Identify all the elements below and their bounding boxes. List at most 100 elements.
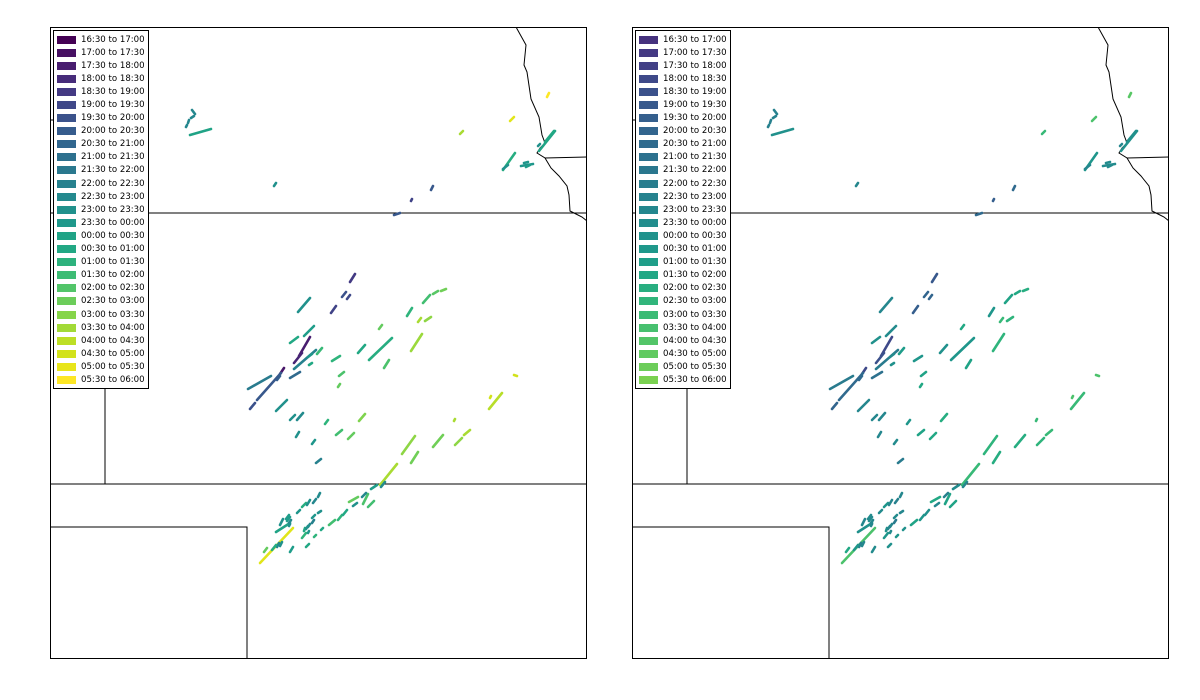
storm-track-segment (248, 401, 257, 411)
legend-swatch (57, 192, 76, 201)
legend-entry: 03:00 to 03:30 (57, 308, 145, 321)
storm-track-segment (1090, 115, 1098, 123)
storm-track-segment (894, 533, 900, 539)
storm-track-segment (877, 508, 884, 515)
storm-track-segment (998, 316, 1005, 324)
legend-swatch (57, 323, 76, 332)
legend-swatch (57, 218, 76, 227)
legend-label: 20:00 to 20:30 (81, 126, 145, 137)
storm-track-segment (305, 498, 312, 507)
legend-swatch (57, 310, 76, 319)
storm-track-segment (888, 529, 893, 535)
legend-swatch (639, 35, 658, 44)
legend-entry: 00:30 to 01:00 (57, 243, 145, 256)
storm-track-segment (886, 542, 893, 549)
storm-track-segment (770, 127, 795, 137)
storm-track-segment (898, 509, 905, 515)
storm-track-segment (379, 480, 387, 489)
legend-swatch (639, 245, 658, 254)
storm-track-segment (857, 541, 863, 549)
storm-track-segment (923, 508, 931, 517)
legend-swatch (57, 114, 76, 123)
time-legend: 16:30 to 17:00 17:00 to 17:30 17:30 to 18:… (53, 30, 149, 389)
legend-entry: 19:30 to 20:00 (57, 112, 145, 125)
storm-track-segment (768, 118, 773, 125)
storm-track-segment (852, 543, 860, 552)
storm-track-segment (854, 181, 860, 188)
legend-label: 23:00 to 23:30 (663, 204, 727, 215)
legend-entry: 22:00 to 22:30 (639, 177, 727, 190)
storm-track-segment (943, 492, 952, 506)
storm-track-segment (961, 480, 969, 489)
storm-track-segment (959, 323, 966, 331)
storm-track-segment (310, 518, 316, 525)
storm-track-segment (870, 335, 882, 345)
legend-swatch (639, 205, 658, 214)
legend-label: 21:30 to 22:00 (663, 165, 727, 176)
storm-track-segment (991, 450, 1002, 465)
legend-entry: 01:30 to 02:00 (639, 269, 727, 282)
storm-track-segment (288, 413, 297, 422)
legend-entry: 21:00 to 21:30 (57, 151, 145, 164)
legend-entry: 02:30 to 03:00 (639, 295, 727, 308)
storm-track-segment (323, 418, 330, 426)
legend-label: 23:00 to 23:30 (81, 204, 145, 215)
storm-track-segment (367, 336, 394, 362)
storm-tracks (766, 91, 1139, 565)
legend-swatch (639, 48, 658, 57)
legend-entry: 21:00 to 21:30 (639, 151, 727, 164)
storm-track-segment (458, 129, 465, 136)
storm-track-segment (1011, 184, 1017, 192)
storm-track-segment (288, 370, 302, 380)
storm-track-segment (439, 287, 448, 293)
storm-track-segment (310, 438, 317, 446)
storm-track-segment (369, 483, 379, 491)
storm-track-segment (409, 332, 424, 353)
legend-entry: 01:00 to 01:30 (57, 256, 145, 269)
legend-entry: 04:00 to 04:30 (57, 334, 145, 347)
storm-track-segment (186, 118, 191, 125)
storm-track-segment (416, 316, 423, 324)
legend-entry: 00:30 to 01:00 (639, 243, 727, 256)
legend-label: 04:30 to 05:00 (81, 348, 145, 359)
storm-track-segment (255, 371, 283, 402)
storm-track-segment (296, 296, 312, 314)
legend-entry: 20:30 to 21:00 (639, 138, 727, 151)
legend-entry: 03:30 to 04:00 (57, 321, 145, 334)
storm-track-segment (188, 127, 213, 137)
storm-track-segment (918, 382, 924, 389)
storm-track-segment (867, 515, 874, 523)
legend-swatch (57, 166, 76, 175)
storm-track-segment (392, 211, 402, 217)
storm-track-segment (897, 346, 906, 356)
storm-track-segment (334, 428, 344, 437)
storm-track-segment (431, 433, 445, 449)
storm-track-segment (882, 531, 890, 540)
map-panel-left: 16:30 to 17:00 17:00 to 17:30 17:30 to 18:… (50, 27, 587, 659)
legend-entry: 00:00 to 00:30 (639, 229, 727, 242)
map-panel-right: 16:30 to 17:00 17:00 to 17:30 17:30 to 18:… (632, 27, 1169, 659)
storm-track-segment (184, 123, 189, 129)
storm-track-segment (346, 431, 356, 441)
legend-entry: 22:30 to 23:00 (639, 190, 727, 203)
legend-entry: 20:00 to 20:30 (57, 125, 145, 138)
storm-track-segment (982, 434, 999, 456)
legend-label: 22:00 to 22:30 (663, 178, 727, 189)
storm-track-segment (1125, 129, 1138, 144)
legend-swatch (57, 61, 76, 70)
storm-track-segment (189, 114, 196, 120)
storm-track-segment (884, 324, 898, 338)
legend-swatch (57, 153, 76, 162)
storm-track-segment (856, 398, 871, 413)
storm-track-segment (316, 491, 322, 499)
storm-track-segment (341, 508, 349, 517)
legend-entry: 22:30 to 23:00 (57, 190, 145, 203)
storm-track-segment (311, 497, 318, 505)
legend-swatch (639, 231, 658, 240)
storm-track-segment (488, 394, 493, 400)
storm-track-segment (828, 374, 855, 391)
legend-entry: 04:00 to 04:30 (639, 334, 727, 347)
legend-swatch (57, 87, 76, 96)
legend-entry: 23:00 to 23:30 (639, 203, 727, 216)
storm-track-segment (942, 491, 950, 499)
